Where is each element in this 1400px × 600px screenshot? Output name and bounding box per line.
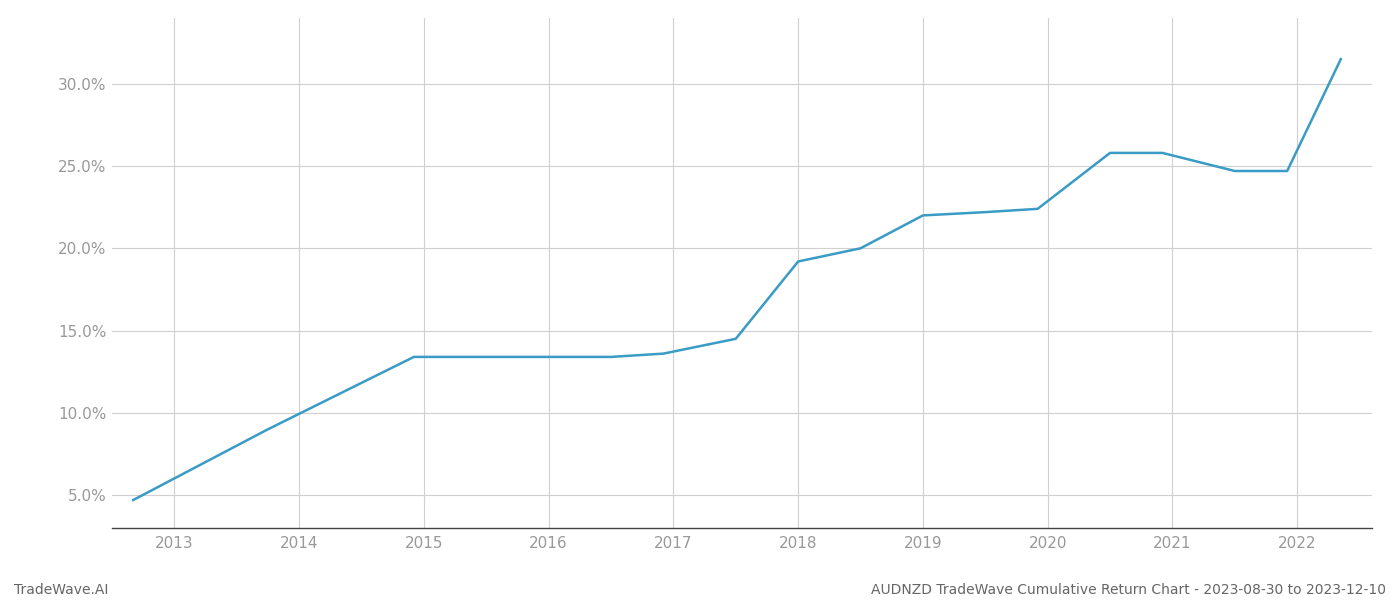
Text: AUDNZD TradeWave Cumulative Return Chart - 2023-08-30 to 2023-12-10: AUDNZD TradeWave Cumulative Return Chart… — [871, 583, 1386, 597]
Text: TradeWave.AI: TradeWave.AI — [14, 583, 108, 597]
